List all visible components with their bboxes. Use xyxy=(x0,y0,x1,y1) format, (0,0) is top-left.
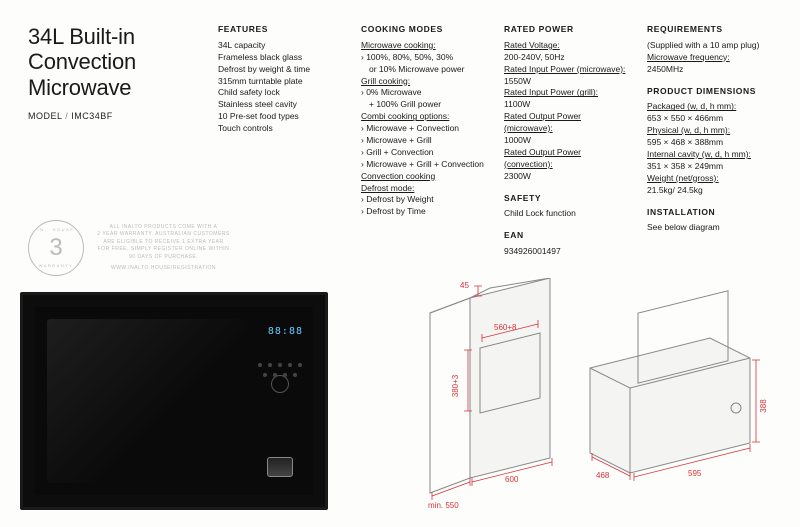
warranty-line: 90 DAYS OF PURCHASE. xyxy=(96,254,231,262)
combi-item: Grill + Convection xyxy=(361,147,486,159)
feature-item: 34L capacity xyxy=(218,40,343,52)
freq-label: Microwave frequency: xyxy=(647,52,772,64)
combi-item: Microwave + Grill + Convection xyxy=(361,159,486,171)
grill-cooking-item: + 100% Grill power xyxy=(361,99,486,111)
warranty-years: 3 xyxy=(49,231,62,265)
freq-value: 2450MHz xyxy=(647,64,772,76)
installation-diagram: 45 560+8 380+3 min. 550 600 388 595 468 xyxy=(410,278,770,510)
cavity-label: Internal cavity (w, d, h mm): xyxy=(647,149,772,161)
warranty-badge-bottom: WARRANTY xyxy=(39,263,74,269)
input-grill-label: Rated Input Power (grill): xyxy=(504,87,629,99)
feature-item: Defrost by weight & time xyxy=(218,64,343,76)
dim-595: 595 xyxy=(688,469,702,478)
feature-item: Touch controls xyxy=(218,123,343,135)
installation-heading: INSTALLATION xyxy=(647,207,772,219)
output-microwave-label: Rated Output Power (microwave): xyxy=(504,111,629,135)
plug-note: (Supplied with a 10 amp plug) xyxy=(647,40,772,52)
warranty-line: ALL INALTO PRODUCTS COME WITH A xyxy=(96,224,231,232)
weight-value: 21.5kg/ 24.5kg xyxy=(647,185,772,197)
dim-468: 468 xyxy=(596,471,610,480)
feature-item: Child safety lock xyxy=(218,87,343,99)
microwave-cooking-item: or 10% Microwave power xyxy=(361,64,486,76)
combi-item: Microwave + Grill xyxy=(361,135,486,147)
warranty-line: ARE ELIGIBLE TO RECEIVE 1 EXTRA YEAR xyxy=(96,239,231,247)
warranty-badge-top: IN · HOUSE xyxy=(38,227,75,233)
microwave-cooking-item: 100%, 80%, 50%, 30% xyxy=(361,52,486,64)
microwave-cooking-sub: Microwave cooking: xyxy=(361,40,486,52)
warranty-row: IN · HOUSE 3 WARRANTY ALL INALTO PRODUCT… xyxy=(28,220,231,276)
microwave-dial xyxy=(271,375,289,393)
requirements-heading: REQUIREMENTS xyxy=(647,24,772,36)
cavity-value: 351 × 358 × 249mm xyxy=(647,161,772,173)
microwave-buttons xyxy=(255,363,305,377)
voltage-label: Rated Voltage: xyxy=(504,40,629,52)
dim-380: 380+3 xyxy=(451,374,460,397)
convection-cooking-sub: Convection cooking xyxy=(361,171,486,183)
dim-600: 600 xyxy=(505,475,519,484)
ean-value: 934926001497 xyxy=(504,246,629,258)
warranty-line: 2 YEAR WARRANTY. AUSTRALIAN CUSTOMERS xyxy=(96,231,231,239)
microwave-display: 88:88 xyxy=(268,325,303,339)
feature-item: Frameless black glass xyxy=(218,52,343,64)
warranty-text: ALL INALTO PRODUCTS COME WITH A 2 YEAR W… xyxy=(96,224,231,273)
features-heading: FEATURES xyxy=(218,24,343,36)
packaged-value: 653 × 550 × 466mm xyxy=(647,113,772,125)
packaged-label: Packaged (w, d, h mm): xyxy=(647,101,772,113)
dim-560: 560+8 xyxy=(494,323,517,332)
power-heading: RATED POWER xyxy=(504,24,629,36)
combi-cooking-sub: Combi cooking options: xyxy=(361,111,486,123)
dim-min550: min. 550 xyxy=(428,501,459,510)
dim-388: 388 xyxy=(759,399,768,413)
warranty-link: WWW.INALTO.HOUSE/REGISTRATION xyxy=(96,265,231,273)
grill-cooking-sub: Grill cooking: xyxy=(361,76,486,88)
requirements-col: REQUIREMENTS (Supplied with a 10 amp plu… xyxy=(647,24,772,258)
microwave-handle xyxy=(267,457,293,477)
model-code: IMC34BF xyxy=(71,111,113,121)
feature-item: 315mm turntable plate xyxy=(218,76,343,88)
features-col: FEATURES 34L capacity Frameless black gl… xyxy=(218,24,343,258)
output-convection-label: Rated Output Power (convection): xyxy=(504,147,629,171)
power-col: RATED POWER Rated Voltage: 200-240V, 50H… xyxy=(504,24,629,258)
feature-item: Stainless steel cavity xyxy=(218,99,343,111)
warranty-line: FOR FREE, SIMPLY REGISTER ONLINE WITHIN xyxy=(96,246,231,254)
output-microwave-value: 1000W xyxy=(504,135,629,147)
microwave-door xyxy=(47,319,247,483)
combi-item: Microwave + Convection xyxy=(361,123,486,135)
dimensions-heading: PRODUCT DIMENSIONS xyxy=(647,86,772,98)
cooking-heading: COOKING MODES xyxy=(361,24,486,36)
safety-heading: SAFETY xyxy=(504,193,629,205)
physical-label: Physical (w, d, h mm): xyxy=(647,125,772,137)
input-grill-value: 1100W xyxy=(504,99,629,111)
microwave-panel: 88:88 xyxy=(255,319,305,483)
model-prefix: MODEL xyxy=(28,111,62,121)
safety-text: Child Lock function xyxy=(504,208,629,220)
input-microwave-value: 1550W xyxy=(504,76,629,88)
product-title: 34L Built-in Convection Microwave xyxy=(28,24,198,100)
feature-item: 10 Pre-set food types xyxy=(218,111,343,123)
microwave-image: 88:88 xyxy=(20,292,328,510)
ean-heading: EAN xyxy=(504,230,629,242)
warranty-badge-icon: IN · HOUSE 3 WARRANTY xyxy=(28,220,84,276)
cooking-col: COOKING MODES Microwave cooking: 100%, 8… xyxy=(361,24,486,258)
output-convection-value: 2300W xyxy=(504,171,629,183)
physical-value: 595 × 468 × 388mm xyxy=(647,137,772,149)
installation-text: See below diagram xyxy=(647,222,772,234)
input-microwave-label: Rated Input Power (microwave): xyxy=(504,64,629,76)
spec-columns: FEATURES 34L capacity Frameless black gl… xyxy=(218,24,772,258)
voltage-value: 200-240V, 50Hz xyxy=(504,52,629,64)
dim-45: 45 xyxy=(460,281,469,290)
model-line: MODEL / IMC34BF xyxy=(28,110,198,123)
defrost-sub: Defrost mode: xyxy=(361,183,486,195)
defrost-item: Defrost by Time xyxy=(361,206,486,218)
weight-label: Weight (net/gross): xyxy=(647,173,772,185)
grill-cooking-item: 0% Microwave xyxy=(361,87,486,99)
defrost-item: Defrost by Weight xyxy=(361,194,486,206)
